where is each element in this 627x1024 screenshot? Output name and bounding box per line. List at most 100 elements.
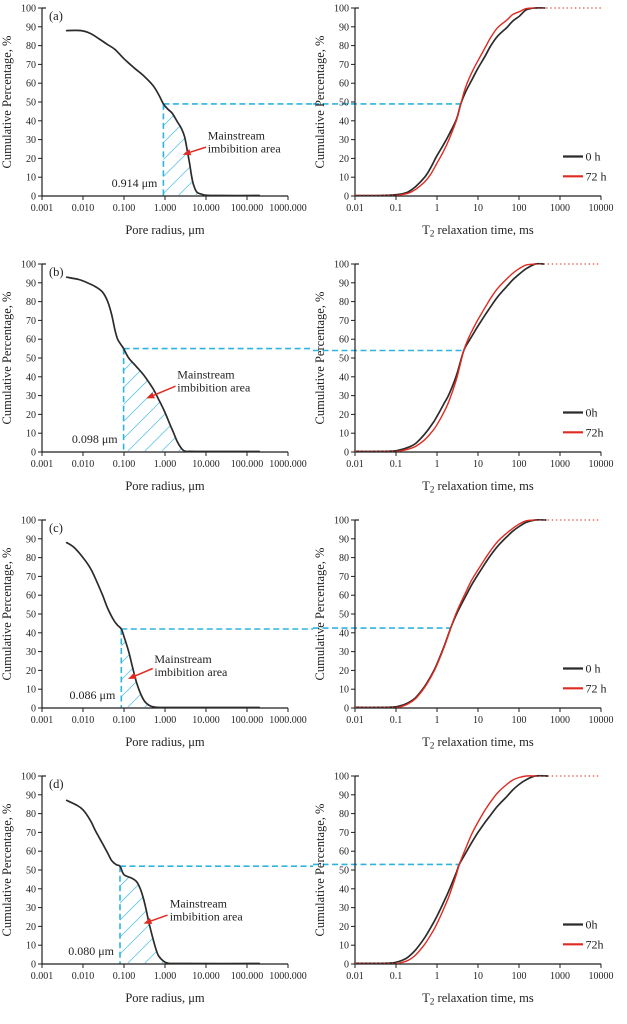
x-tick-label: 10.000 xyxy=(192,971,220,982)
y-tick-label: 40 xyxy=(339,628,349,639)
curve-72 h xyxy=(398,519,536,708)
legend-label: 0h xyxy=(586,918,598,932)
y-tick-label: 20 xyxy=(339,666,349,677)
x-tick-label: 10000 xyxy=(589,971,614,982)
y-tick-label: 50 xyxy=(339,98,349,109)
y-tick-label: 20 xyxy=(26,666,36,677)
y-tick-label: 90 xyxy=(339,790,349,801)
y-tick-label: 10 xyxy=(339,429,349,440)
y-tick-label: 30 xyxy=(339,135,349,146)
y-tick-label: 100 xyxy=(334,260,349,271)
x-tick-label: 0.001 xyxy=(31,459,54,470)
x-tick-label: 1000 xyxy=(550,203,570,214)
x-tick-label: 0.010 xyxy=(72,971,95,982)
y-tick-label: 30 xyxy=(339,647,349,658)
y-tick-label: 10 xyxy=(26,941,36,952)
y-tick-label: 90 xyxy=(339,22,349,33)
y-tick-label: 0 xyxy=(31,704,36,715)
legend-label: 0 h xyxy=(586,662,601,676)
y-tick-label: 40 xyxy=(26,884,36,895)
y-tick-label: 100 xyxy=(21,260,36,271)
y-tick-label: 40 xyxy=(339,884,349,895)
x-tick-label: 1000 xyxy=(550,971,570,982)
x-tick-label: 100.000 xyxy=(231,715,264,726)
y-tick-label: 10 xyxy=(26,173,36,184)
x-tick-label: 1 xyxy=(435,459,440,470)
y-tick-label: 60 xyxy=(26,79,36,90)
y-tick-label: 10 xyxy=(339,685,349,696)
x-tick-label: 0.001 xyxy=(31,715,54,726)
annotation-text: imbibition area xyxy=(208,142,282,156)
y-tick-label: 80 xyxy=(26,297,36,308)
legend-label: 0 h xyxy=(586,150,601,164)
mainstream-imbibition-hatch-area xyxy=(123,348,188,452)
y-tick-label: 100 xyxy=(21,772,36,783)
x-tick-label: 1.000 xyxy=(154,203,177,214)
y-axis-label: Cumulative Percentage, % xyxy=(313,36,327,169)
y-tick-label: 100 xyxy=(21,4,36,15)
x-axis-label: Pore radius, μm xyxy=(125,991,205,1005)
y-tick-label: 60 xyxy=(26,591,36,602)
panel-letter: (c) xyxy=(49,521,63,535)
x-tick-label: 0.001 xyxy=(31,203,54,214)
x-tick-label: 1 xyxy=(435,971,440,982)
curve-pore-size-distribution xyxy=(65,541,261,709)
legend-label: 72 h xyxy=(586,169,607,183)
y-tick-label: 70 xyxy=(26,572,36,583)
y-tick-label: 0 xyxy=(344,192,349,203)
curve-72h xyxy=(398,775,536,964)
x-tick-label: 1.000 xyxy=(154,715,177,726)
y-tick-label: 40 xyxy=(26,116,36,127)
x-tick-label: 0.010 xyxy=(72,203,95,214)
y-tick-label: 100 xyxy=(334,772,349,783)
x-axis-label: T2 relaxation time, ms xyxy=(422,223,534,239)
y-tick-label: 60 xyxy=(339,79,349,90)
y-axis-label: Cumulative Percentage, % xyxy=(0,804,14,937)
x-tick-label: 0.100 xyxy=(113,459,136,470)
x-axis-label: Pore radius, μm xyxy=(125,479,205,493)
x-tick-label: 100.000 xyxy=(231,203,264,214)
annotation-text: Mainstream xyxy=(170,897,228,911)
y-tick-label: 60 xyxy=(339,591,349,602)
y-tick-label: 50 xyxy=(26,354,36,365)
annotation-arrow-line xyxy=(135,667,153,677)
curve-0h xyxy=(354,262,545,453)
threshold-value-label: 0.914 μm xyxy=(112,176,158,190)
legend-label: 72h xyxy=(586,425,604,439)
y-tick-label: 90 xyxy=(26,534,36,545)
y-tick-label: 70 xyxy=(26,828,36,839)
y-tick-label: 40 xyxy=(339,116,349,127)
x-tick-label: 1000 xyxy=(550,715,570,726)
x-axis-label: T2 relaxation time, ms xyxy=(422,479,534,495)
chart-c-left: 0 10 20 30 40 50 60 70 80 90 100 0.001 0.010 0.100 1.0… xyxy=(0,516,313,749)
y-tick-label: 60 xyxy=(26,335,36,346)
x-tick-label: 1000.000 xyxy=(269,715,307,726)
y-axis-label: Cumulative Percentage, % xyxy=(0,548,14,681)
y-tick-label: 60 xyxy=(339,335,349,346)
y-tick-label: 90 xyxy=(26,790,36,801)
x-tick-label: 10 xyxy=(473,715,483,726)
chart-b-left: 0 10 20 30 40 50 60 70 80 90 100 0.001 0.010 0.100 1.0… xyxy=(0,260,313,493)
y-tick-label: 80 xyxy=(26,809,36,820)
x-tick-label: 10000 xyxy=(589,203,614,214)
y-tick-label: 0 xyxy=(344,704,349,715)
y-axis-label: Cumulative Percentage, % xyxy=(313,548,327,681)
annotation-arrow-line xyxy=(150,914,168,922)
y-tick-label: 0 xyxy=(31,192,36,203)
curve-pore-size-distribution xyxy=(65,799,261,965)
y-tick-label: 40 xyxy=(26,628,36,639)
y-axis-label: Cumulative Percentage, % xyxy=(0,292,14,425)
y-tick-label: 0 xyxy=(344,960,349,971)
x-tick-label: 100 xyxy=(512,971,527,982)
curve-pore-size-distribution xyxy=(65,276,261,453)
threshold-value-label: 0.098 μm xyxy=(72,432,118,446)
y-tick-label: 20 xyxy=(26,410,36,421)
x-tick-label: 0.01 xyxy=(346,971,364,982)
legend-label: 72 h xyxy=(586,681,607,695)
threshold-value-label: 0.080 μm xyxy=(68,944,114,958)
y-tick-label: 80 xyxy=(339,553,349,564)
annotation-text: imbibition area xyxy=(177,381,251,395)
x-tick-label: 0.1 xyxy=(390,203,403,214)
y-tick-label: 60 xyxy=(339,847,349,858)
y-tick-label: 0 xyxy=(31,960,36,971)
